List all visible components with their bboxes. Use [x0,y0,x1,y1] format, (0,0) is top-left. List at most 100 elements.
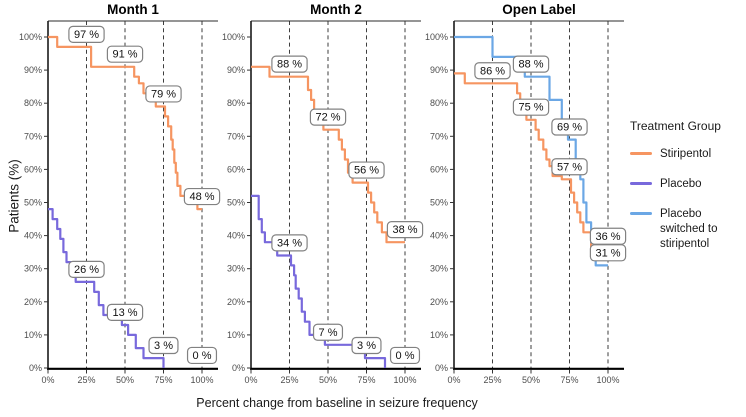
panel-title-month-1: Month 1 [107,2,159,17]
x-axis-ticks: 0% 25% 50% 75% 100% [244,369,417,385]
svg-text:25%: 25% [280,375,298,385]
annotation-box [551,158,588,176]
annotation-box [145,85,182,103]
svg-text:75%: 75% [560,375,578,385]
annotation-text: 0 % [193,350,212,362]
svg-text:50%: 50% [522,375,540,385]
annotation-text: 79 % [151,88,176,100]
svg-text:80%: 80% [430,98,448,108]
svg-text:10%: 10% [227,330,245,340]
annotation-text: 86 % [480,65,505,77]
annotation-box [186,346,218,365]
annotation-box [351,336,382,355]
svg-text:40%: 40% [24,231,42,241]
svg-text:60%: 60% [227,164,245,174]
panel-title-month-2: Month 2 [310,2,362,17]
series-placebo [48,208,165,368]
annotation-text: 3 % [357,340,376,352]
svg-text:20%: 20% [24,297,42,307]
x-axis-label: Percent change from baseline in seizure … [196,396,478,410]
annotation-box [183,187,221,206]
svg-text:60%: 60% [24,164,42,174]
annotation-box [106,303,144,321]
series-stiripentol [251,65,405,244]
svg-text:30%: 30% [227,264,245,274]
svg-text:10%: 10% [24,330,42,340]
y-axis-ticks: 0% 10% 20% 30% 40% 50% 60% 70% 80% 90% 100% [222,32,251,373]
y-axis-label: Patients (%) [6,159,22,233]
annotations: 86 % 88 % 75 % 69 % 57 % 36 % 31 % [474,55,627,262]
svg-text:80%: 80% [227,98,245,108]
annotations: 88 % 72 % 56 % 38 % 34 % 7 % 3 % 0 % [271,55,424,365]
svg-text:30%: 30% [24,264,42,274]
panel-month-2: 0% 10% 20% 30% 40% 50% 60% 70% 80% 90% 100% 0% 25% 50… [222,2,424,385]
svg-text:100%: 100% [222,32,245,42]
annotation-box [512,55,550,73]
svg-text:50%: 50% [24,198,42,208]
svg-text:60%: 60% [430,164,448,174]
panel-open-label: 0% 10% 20% 30% 40% 50% 60% 70% 80% 90% 100% 0% 25% 50… [425,2,627,385]
y-axis-ticks: 0% 10% 20% 30% 40% 50% 60% 70% 80% 90% 100% [425,32,454,373]
svg-text:40%: 40% [430,231,448,241]
svg-text:80%: 80% [24,98,42,108]
svg-text:30%: 30% [430,264,448,274]
svg-text:50%: 50% [116,375,134,385]
series-stiripentol [48,35,202,211]
svg-text:75%: 75% [357,375,375,385]
svg-text:20%: 20% [430,297,448,307]
annotation-box [589,244,627,262]
annotation-box [386,221,424,239]
stiripentol-line-swatch [630,152,652,156]
legend-title: Treatment Group [630,119,721,133]
legend-entry-stiripentol: Stiripentol [630,147,746,162]
annotation-text: 88 % [518,59,543,71]
gridlines [492,21,609,368]
annotation-box [271,55,308,73]
annotation-box [348,161,385,179]
legend-entry-placebo: Placebo [630,177,746,192]
annotation-text: 13 % [112,307,137,319]
annotation-text: 3 % [154,340,173,352]
svg-text:0%: 0% [41,375,54,385]
annotation-text: 72 % [315,112,340,124]
annotation-box [106,45,144,63]
annotation-text: 56 % [354,165,379,177]
annotation-text: 75 % [518,102,543,114]
annotation-text: 91 % [112,49,137,61]
svg-text:50%: 50% [430,198,448,208]
annotation-box [148,336,179,355]
legend: Treatment Group Stiripentol Placebo Plac… [630,119,746,267]
svg-text:50%: 50% [319,375,337,385]
svg-text:70%: 70% [24,131,42,141]
svg-text:0%: 0% [232,363,245,373]
annotation-text: 48 % [189,191,214,203]
svg-text:90%: 90% [227,65,245,75]
x-axis-ticks: 0% 25% 50% 75% 100% [41,369,214,385]
annotation-box [389,346,421,365]
annotation-text: 38 % [392,224,417,236]
svg-text:100%: 100% [425,32,448,42]
svg-text:100%: 100% [19,32,42,42]
svg-text:10%: 10% [430,330,448,340]
series-placebo-switched-to-stiripentol [454,35,608,267]
svg-text:0%: 0% [244,375,257,385]
svg-text:100%: 100% [190,375,213,385]
annotation-text: 69 % [557,122,582,134]
legend-entry-label: Stiripentol [660,148,712,160]
svg-text:100%: 100% [393,375,416,385]
svg-text:75%: 75% [154,375,172,385]
svg-text:70%: 70% [430,131,448,141]
legend-entry-placebo-switched: Placebo switched to stiripentol [630,207,746,252]
annotation-text: 26 % [74,264,99,276]
svg-text:40%: 40% [227,231,245,241]
svg-text:0%: 0% [29,363,42,373]
panel-title-open-label: Open Label [502,2,576,17]
annotation-box [271,234,308,252]
svg-text:90%: 90% [24,65,42,75]
svg-text:25%: 25% [483,375,501,385]
annotation-box [512,98,550,116]
svg-text:90%: 90% [430,65,448,75]
annotations: 97 % 91 % 79 % 48 % 26 % 13 % 3 % 0 % [68,25,221,365]
annotation-text: 97 % [74,29,99,41]
